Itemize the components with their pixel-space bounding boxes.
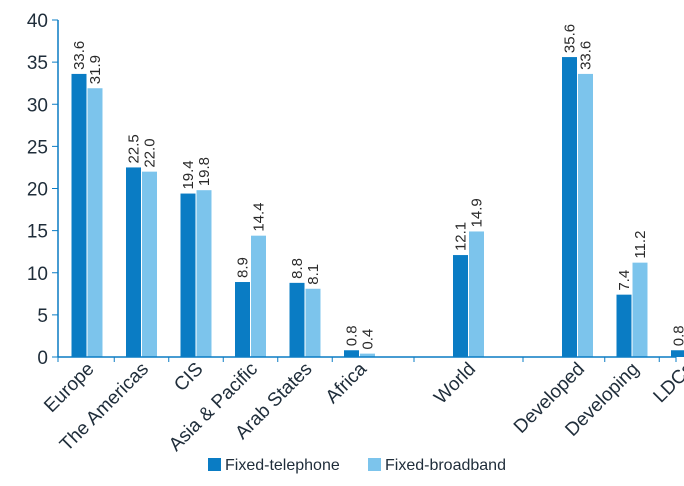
bar-fixed-broadband	[632, 262, 648, 357]
data-label: 22.0	[142, 138, 159, 167]
y-tick-label: 25	[27, 137, 48, 158]
y-tick-label: 15	[27, 222, 48, 243]
bar-fixed-broadband	[87, 88, 103, 358]
y-tick-label: 35	[27, 53, 48, 74]
bar-fixed-telephone	[71, 73, 87, 358]
bar-fixed-telephone	[235, 282, 250, 357]
data-label: 12.1	[453, 222, 470, 251]
y-tick-label: 10	[27, 264, 48, 285]
legend-label: Fixed-broadband	[385, 457, 506, 474]
data-label: 14.9	[469, 198, 486, 227]
data-label: 8.1	[305, 264, 322, 285]
bar-fixed-telephone	[671, 350, 684, 357]
data-label: 19.8	[196, 157, 213, 186]
bar-fixed-broadband	[251, 235, 266, 357]
data-label: 22.5	[126, 134, 143, 163]
y-tick-label: 30	[27, 95, 48, 116]
data-label: 14.4	[251, 202, 268, 231]
x-tick-label: LDCs	[650, 359, 684, 407]
data-label: 8.9	[235, 257, 252, 278]
data-label: 0.4	[360, 329, 377, 350]
data-label: 33.6	[578, 41, 595, 70]
y-tick-label: 5	[37, 306, 48, 327]
legend-swatch	[208, 458, 221, 471]
data-label: 7.4	[616, 270, 633, 291]
bar-fixed-telephone	[344, 350, 359, 357]
data-label: 0.8	[344, 325, 361, 346]
bar-fixed-telephone	[289, 282, 305, 357]
bar-fixed-telephone	[180, 193, 196, 357]
bar-fixed-broadband	[469, 231, 484, 357]
data-label: 19.4	[180, 160, 197, 189]
data-label: 11.2	[632, 231, 649, 259]
x-tick-label: World	[430, 359, 480, 409]
bar-fixed-telephone	[126, 167, 141, 357]
bar-fixed-telephone	[616, 294, 632, 357]
bar-fixed-telephone	[453, 255, 468, 357]
x-tick-label: CIS	[170, 359, 207, 396]
bar-fixed-broadband	[578, 73, 593, 358]
y-tick-label: 0	[37, 348, 48, 369]
x-tick-label: Africa	[322, 358, 371, 407]
data-label: 0.8	[671, 325, 684, 346]
data-label: 33.6	[71, 41, 88, 70]
legend-label: Fixed-telephone	[225, 457, 340, 474]
bar-fixed-broadband	[142, 171, 157, 357]
data-label: 31.9	[87, 55, 104, 84]
data-label: 35.6	[562, 24, 579, 53]
bar-fixed-broadband	[305, 288, 321, 357]
bar-fixed-broadband	[196, 190, 212, 357]
bar-fixed-telephone	[562, 57, 577, 357]
data-label: 8.8	[289, 258, 306, 279]
y-tick-label: 40	[27, 11, 48, 32]
bar-fixed-broadband	[360, 353, 375, 357]
y-tick-label: 20	[27, 180, 48, 201]
legend-swatch	[368, 458, 381, 471]
